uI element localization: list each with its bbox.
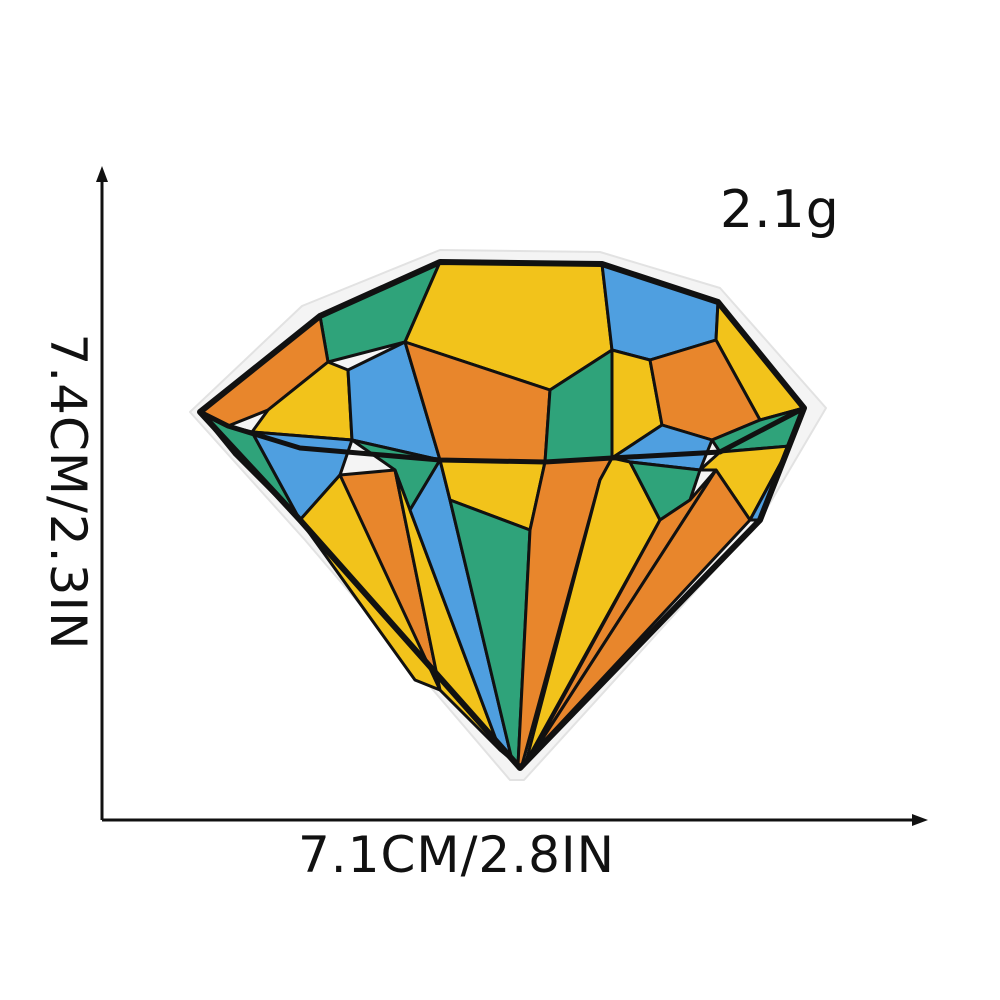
horizontal-axis-arrow-icon: [912, 814, 928, 826]
patch-outline: [197, 259, 807, 771]
crown-facets: [198, 260, 806, 472]
diamond-patch: [189, 249, 827, 781]
facet: [532, 468, 752, 754]
dimension-axes: [96, 166, 928, 826]
height-dimension-label: 7.4CM/2.3IN: [39, 333, 97, 651]
weight-label: 2.1g: [720, 180, 840, 240]
girdle-line: [198, 405, 806, 465]
width-dimension-label: 7.1CM/2.8IN: [298, 826, 616, 884]
vertical-axis-arrow-icon: [96, 166, 108, 182]
